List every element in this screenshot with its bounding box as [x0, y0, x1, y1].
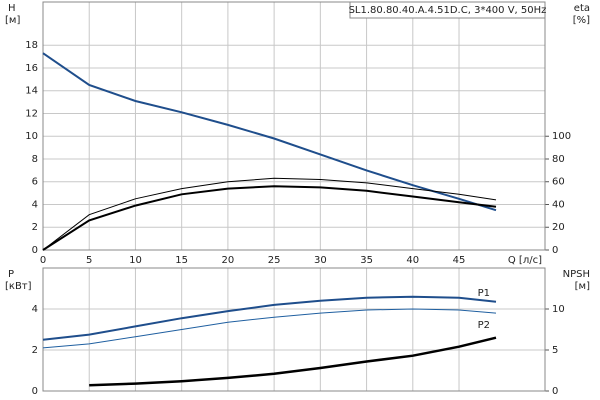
- y2-tick-label: 60: [552, 177, 565, 188]
- title-box: [349, 1, 546, 19]
- x-tick-label: 25: [268, 255, 281, 266]
- y2-axis-label: NPSH: [563, 269, 590, 280]
- series-line: [42, 308, 497, 349]
- y2-tick-label: 100: [552, 131, 571, 142]
- y-tick-label: 12: [25, 108, 38, 119]
- series-line: [42, 52, 497, 212]
- plot-frame: [42, 267, 546, 392]
- y2-tick-label: 40: [552, 199, 565, 210]
- y-axis-unit: [кВт]: [5, 281, 32, 292]
- y-tick-label: 18: [25, 40, 38, 51]
- y-tick-label: 6: [32, 177, 38, 188]
- y2-axis-unit: [%]: [573, 15, 590, 26]
- x-tick-label: 0: [40, 255, 46, 266]
- series-line: [42, 185, 497, 251]
- y-axis-label: P: [8, 269, 14, 280]
- y-tick-label: 16: [25, 63, 38, 74]
- y-tick-label: 14: [25, 86, 38, 97]
- y2-axis-label: eta: [574, 3, 590, 14]
- chart-title: SL1.80.80.40.A.4.51D.C, 3*400 V, 50Hz: [349, 5, 547, 16]
- y-tick-label: 0: [32, 386, 38, 397]
- y-tick-label: 8: [32, 154, 38, 165]
- y-tick-label: 2: [32, 222, 38, 233]
- x-tick-label: 15: [175, 255, 188, 266]
- y-tick-label: 4: [32, 199, 38, 210]
- y-tick-label: 10: [25, 131, 38, 142]
- y-tick-label: 4: [32, 304, 38, 315]
- x-tick-label: 10: [129, 255, 142, 266]
- y2-tick-label: 80: [552, 154, 565, 165]
- y-tick-label: 0: [32, 245, 38, 256]
- x-tick-label: 5: [86, 255, 92, 266]
- y-axis-unit: [м]: [5, 15, 20, 26]
- y2-tick-label: 0: [552, 245, 558, 256]
- x-tick-label: 45: [453, 255, 466, 266]
- plot-frame: [42, 1, 546, 251]
- y2-axis-unit: [м]: [575, 281, 590, 292]
- y2-tick-label: 20: [552, 222, 565, 233]
- x-tick-label: 40: [406, 255, 419, 266]
- series-line: [42, 177, 497, 251]
- y-axis-label: H: [8, 3, 16, 14]
- x-tick-label: 20: [222, 255, 235, 266]
- y2-tick-label: 0: [552, 386, 558, 397]
- x-axis-label: Q [л/с]: [508, 255, 542, 266]
- series-label: P1: [478, 288, 490, 299]
- series-label: P2: [478, 320, 490, 331]
- y-tick-label: 2: [32, 345, 38, 356]
- series-line: [42, 295, 497, 341]
- series-line: [89, 336, 497, 387]
- y2-tick-label: 10: [552, 304, 565, 315]
- x-tick-label: 35: [360, 255, 373, 266]
- x-tick-label: 30: [314, 255, 327, 266]
- y2-tick-label: 5: [552, 345, 558, 356]
